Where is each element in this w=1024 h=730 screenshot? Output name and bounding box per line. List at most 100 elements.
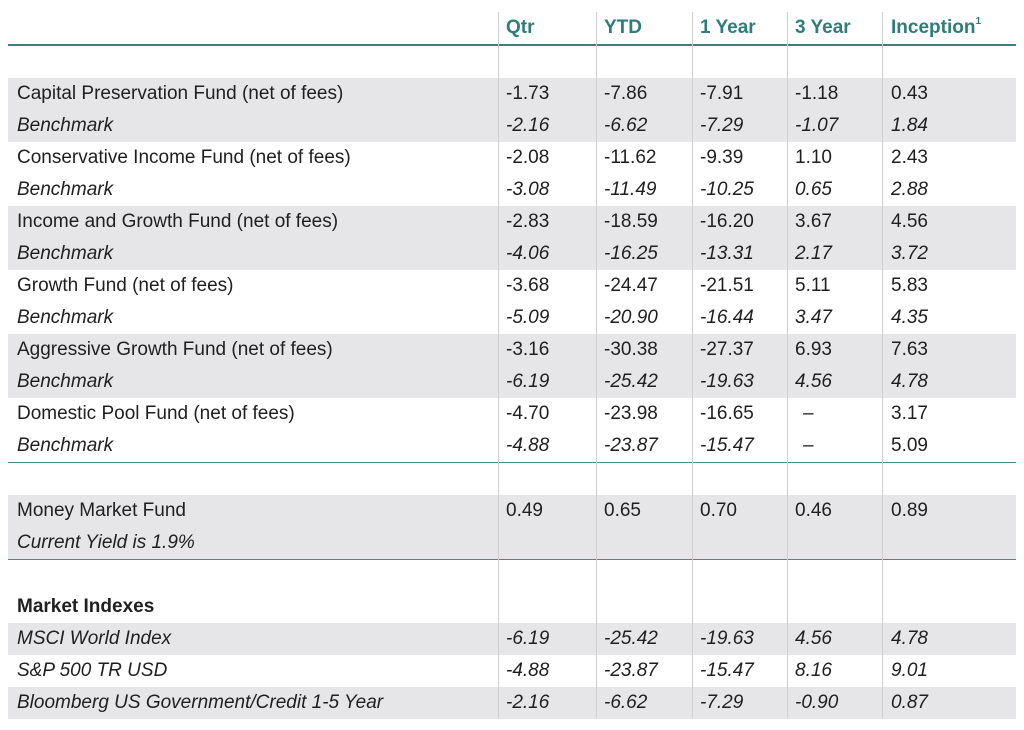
cell-value: -25.42 (604, 371, 658, 392)
fund-row: Income and Growth Fund (net of fees) -2.8… (8, 206, 1016, 238)
cell-value: 3.67 (795, 211, 832, 232)
fund-row: Aggressive Growth Fund (net of fees) -3.1… (8, 334, 1016, 366)
cell-value: -15.47 (700, 660, 754, 681)
fund-row: Conservative Income Fund (net of fees) -2… (8, 142, 1016, 174)
fund-row: Benchmark -4.88 -23.87 -15.47 – 5.09 (8, 430, 1016, 462)
cell-value: 8.16 (795, 660, 832, 681)
cell-value: -5.09 (506, 307, 550, 328)
cell-value: -27.37 (700, 339, 754, 360)
cell-value: 0.65 (795, 179, 832, 200)
cell-value: -11.49 (604, 179, 657, 200)
cell-value: -1.18 (795, 83, 839, 104)
column-header-3-year: 3 Year (795, 17, 851, 38)
cell-value: -2.08 (506, 147, 550, 168)
fund-row: Benchmark -3.08 -11.49 -10.25 0.65 2.88 (8, 174, 1016, 206)
row-label: Benchmark (17, 307, 114, 328)
row-label: Conservative Income Fund (net of fees) (17, 147, 351, 168)
cell-value: 0.70 (700, 500, 737, 521)
cell-value: 9.01 (891, 660, 928, 681)
cell-value: -6.62 (604, 115, 648, 136)
cell-value: 7.63 (891, 339, 928, 360)
cell-value: 5.09 (891, 435, 928, 456)
column-header-inception-label: Inception (891, 17, 976, 38)
row-label: Market Indexes (17, 596, 155, 617)
fund-row: Growth Fund (net of fees) -3.68 -24.47 -21.… (8, 270, 1016, 302)
cell-value: -9.39 (700, 147, 744, 168)
cell-value: 4.35 (891, 307, 928, 328)
cell-value: -23.98 (604, 403, 658, 424)
row-label: S&P 500 TR USD (17, 660, 168, 681)
cell-value: -16.20 (700, 211, 754, 232)
cell-value: -3.16 (506, 339, 550, 360)
cell-value: 1.10 (795, 147, 832, 168)
cell-value: -19.63 (700, 371, 754, 392)
table-header: Qtr YTD 1 Year 3 Year Inception1 (8, 0, 1016, 46)
cell-value: 4.56 (891, 211, 928, 232)
column-header-1-year: 1 Year (700, 17, 756, 38)
row-label: Income and Growth Fund (net of fees) (17, 211, 339, 232)
cell-value: 3.17 (891, 403, 928, 424)
column-divider (498, 12, 499, 718)
cell-value: -25.42 (604, 628, 658, 649)
money-market-yield-row: Current Yield is 1.9% (8, 527, 1016, 559)
performance-table: Qtr YTD 1 Year 3 Year Inception1 Capital… (8, 0, 1016, 719)
cell-value: 4.78 (891, 371, 928, 392)
cell-value: 3.72 (891, 243, 928, 264)
cell-value: -18.59 (604, 211, 658, 232)
cell-value: -16.25 (604, 243, 658, 264)
fund-row: Benchmark -5.09 -20.90 -16.44 3.47 4.35 (8, 302, 1016, 334)
cell-value: -1.07 (795, 115, 839, 136)
fund-row: Benchmark -4.06 -16.25 -13.31 2.17 3.72 (8, 238, 1016, 270)
cell-value: 2.88 (891, 179, 928, 200)
cell-value: 3.47 (795, 307, 832, 328)
cell-value: 0.43 (891, 83, 928, 104)
cell-value: -21.51 (700, 275, 754, 296)
cell-value: 4.56 (795, 628, 832, 649)
row-label: Money Market Fund (17, 500, 186, 521)
column-divider (692, 12, 693, 718)
cell-value: -10.25 (700, 179, 754, 200)
cell-value: -11.62 (604, 147, 657, 168)
cell-value: -0.90 (795, 692, 839, 713)
cell-value: 0.87 (891, 692, 928, 713)
cell-value: -23.87 (604, 435, 658, 456)
section-divider (8, 559, 1016, 560)
index-row: S&P 500 TR USD -4.88 -23.87 -15.47 8.16 9.01 (8, 655, 1016, 687)
cell-value: -4.06 (506, 243, 550, 264)
cell-value: 6.93 (795, 339, 832, 360)
cell-value: 1.84 (891, 115, 928, 136)
cell-value: -20.90 (604, 307, 658, 328)
column-header-inception: Inception1 (891, 15, 982, 39)
cell-value: 0.46 (795, 500, 832, 521)
cell-value: -4.88 (506, 660, 550, 681)
cell-value: -24.47 (604, 275, 658, 296)
cell-value: -30.38 (604, 339, 658, 360)
cell-value: 2.43 (891, 147, 928, 168)
cell-value: 5.11 (795, 275, 831, 296)
cell-value: 5.83 (891, 275, 928, 296)
row-label: MSCI World Index (17, 628, 172, 649)
column-header-qtr: Qtr (506, 17, 535, 38)
row-label: Benchmark (17, 435, 114, 456)
cell-value: -1.73 (506, 83, 550, 104)
row-label: Benchmark (17, 179, 114, 200)
row-label: Benchmark (17, 115, 114, 136)
row-label: Aggressive Growth Fund (net of fees) (17, 339, 333, 360)
section-divider (8, 462, 1016, 463)
fund-row: Benchmark -6.19 -25.42 -19.63 4.56 4.78 (8, 366, 1016, 398)
row-label: Current Yield is 1.9% (17, 532, 195, 553)
fund-row: Capital Preservation Fund (net of fees) -… (8, 78, 1016, 110)
row-label: Growth Fund (net of fees) (17, 275, 234, 296)
row-label: Capital Preservation Fund (net of fees) (17, 83, 344, 104)
cell-value: 4.56 (795, 371, 832, 392)
cell-value: -2.16 (506, 692, 550, 713)
market-indexes-heading: Market Indexes (8, 591, 1016, 623)
inception-footnote-marker: 1 (975, 15, 982, 27)
cell-value: – (803, 435, 814, 456)
cell-value: 2.17 (795, 243, 832, 264)
cell-value: -7.29 (700, 692, 744, 713)
cell-value: -3.68 (506, 275, 550, 296)
cell-value: -23.87 (604, 660, 658, 681)
cell-value: -19.63 (700, 628, 754, 649)
cell-value: -4.88 (506, 435, 550, 456)
